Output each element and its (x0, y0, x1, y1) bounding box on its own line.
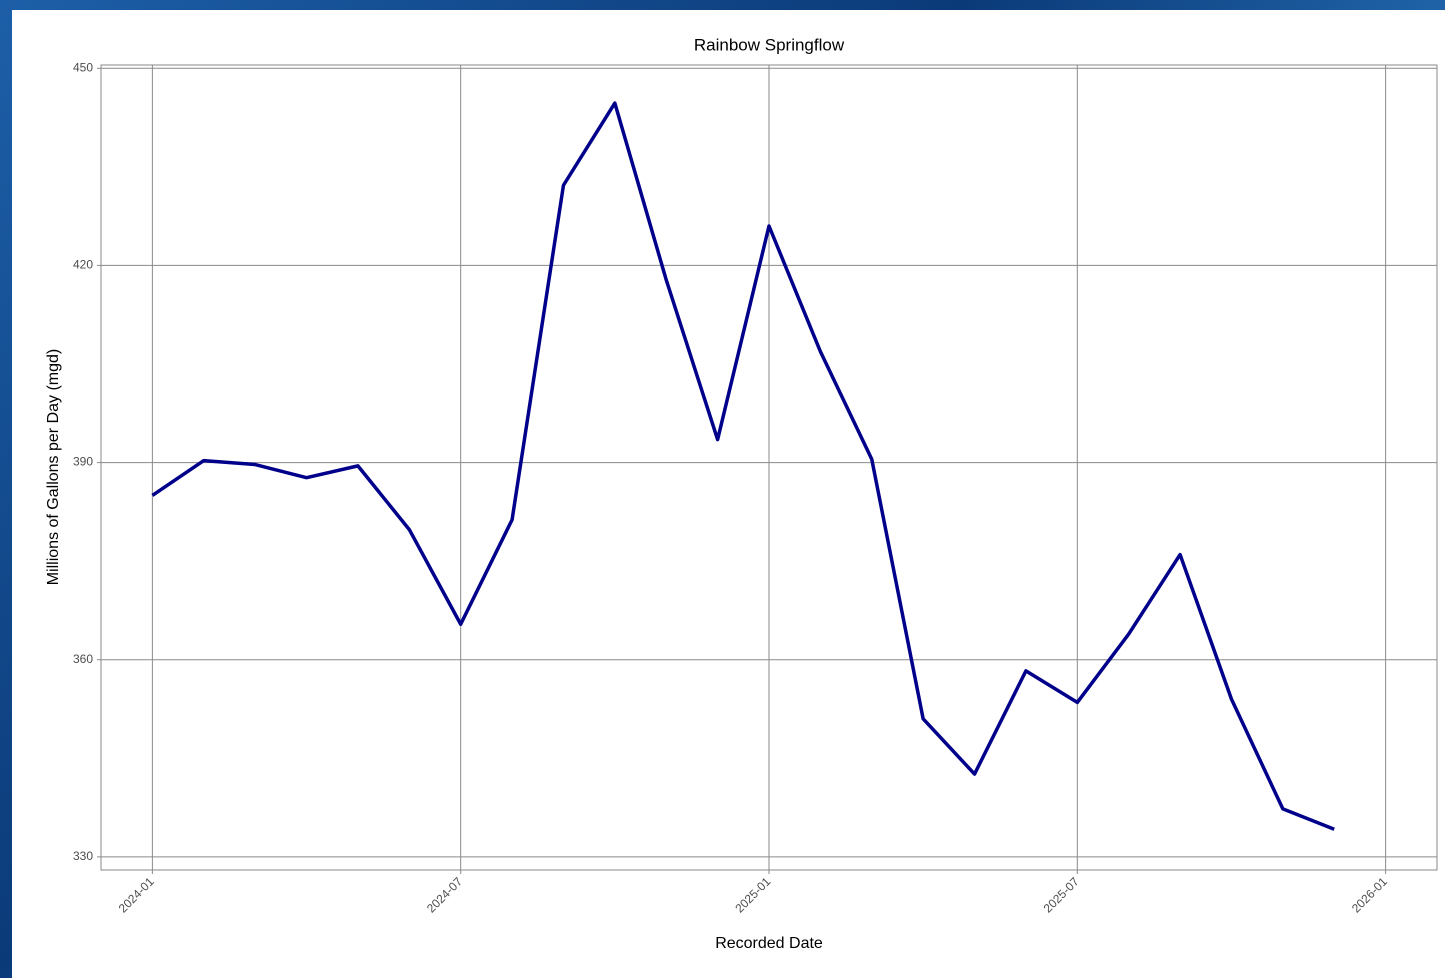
y-tick-label: 420 (73, 258, 93, 272)
y-axis-label: Millions of Gallons per Day (mgd) (45, 349, 62, 586)
y-tick-label: 450 (73, 60, 93, 74)
line (151, 101, 1335, 831)
plot-border (100, 64, 1438, 871)
x-axis-label: Recorded Date (715, 935, 823, 952)
y-tick-label: 360 (73, 652, 93, 666)
panel (12, 10, 1445, 978)
chart-title: Rainbow Springflow (694, 35, 845, 54)
y-tick-label: 330 (73, 849, 93, 863)
y-tick-label: 390 (73, 455, 93, 469)
